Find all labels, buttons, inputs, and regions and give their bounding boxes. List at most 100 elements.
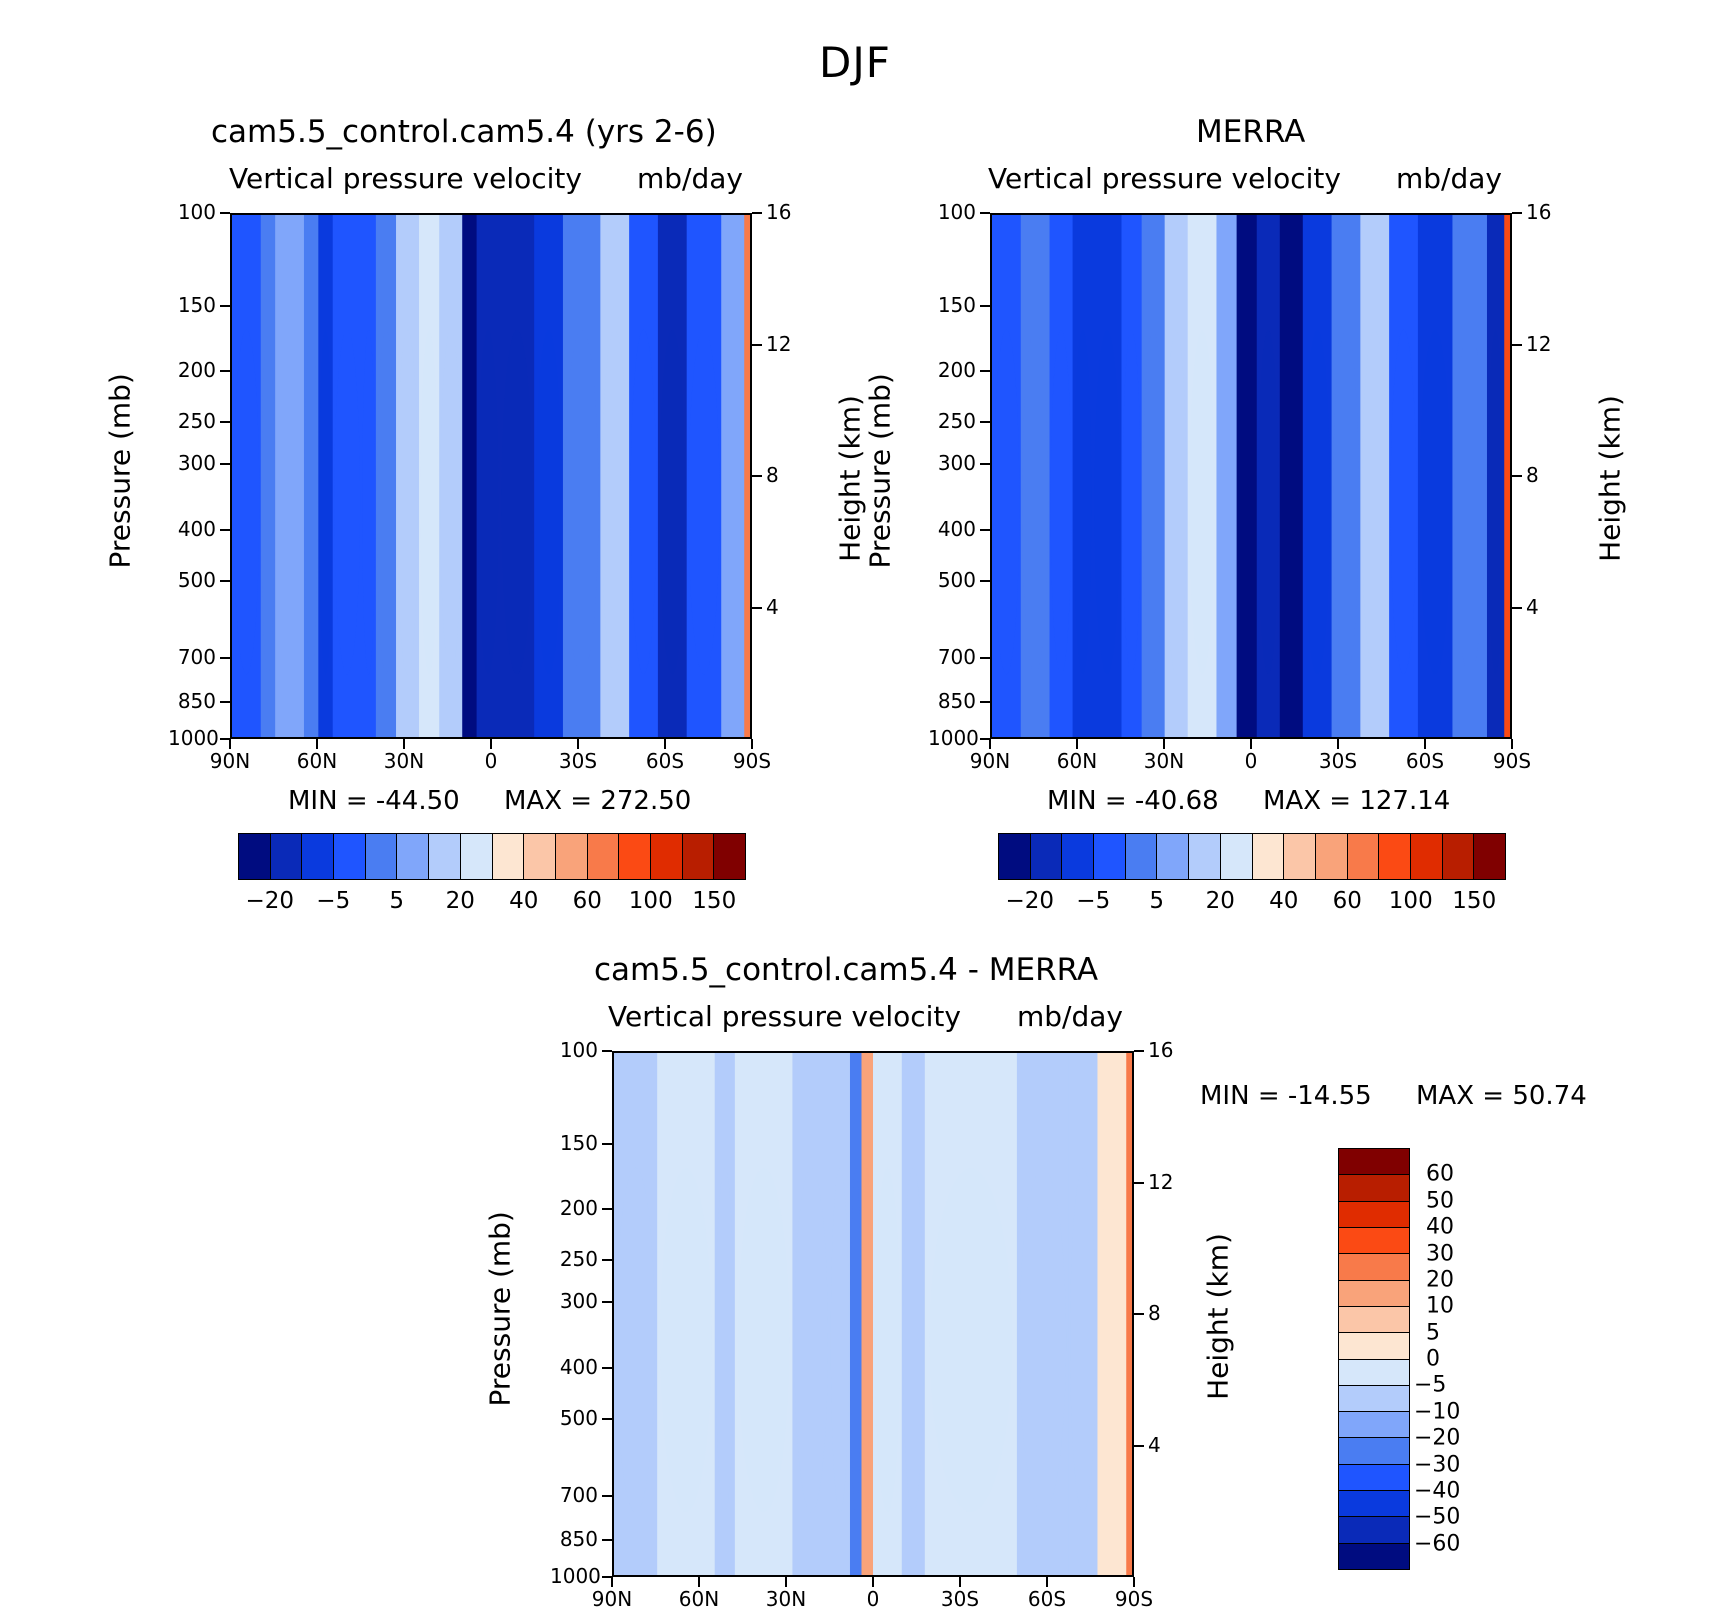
y-tick-mark bbox=[602, 1208, 612, 1211]
y-tick-label: 150 bbox=[559, 1130, 598, 1155]
heatmap-plot bbox=[612, 1051, 1134, 1577]
x-tick-label: 90N bbox=[591, 1587, 633, 1611]
colorbar-swatch bbox=[682, 834, 715, 879]
contour-core bbox=[304, 329, 318, 675]
panel-subtitle-variable: Vertical pressure velocity bbox=[229, 162, 582, 195]
contour-core bbox=[334, 329, 361, 675]
colorbar-swatch bbox=[1379, 834, 1411, 879]
y-tick-label: 100 bbox=[937, 200, 976, 224]
y-tick-label: 1000 bbox=[550, 1564, 601, 1588]
contour-core bbox=[1094, 329, 1121, 675]
colorbar bbox=[998, 833, 1506, 880]
colorbar-swatch bbox=[1062, 834, 1095, 879]
x-tick-label: 0 bbox=[484, 749, 498, 773]
x-tick-mark bbox=[989, 739, 991, 749]
contour-core bbox=[630, 329, 657, 675]
x-tick-mark bbox=[872, 1577, 874, 1587]
y-tick-label: 400 bbox=[937, 516, 976, 541]
y-tick-mark bbox=[220, 528, 230, 531]
panel-title: cam5.5_control.cam5.4 - MERRA bbox=[594, 952, 1099, 988]
y-tick-label: 700 bbox=[559, 1482, 598, 1507]
x-tick-label: 90N bbox=[209, 749, 251, 773]
contour-core bbox=[715, 1167, 734, 1513]
heatmap-svg bbox=[232, 215, 750, 737]
y-tick-label: 250 bbox=[177, 409, 216, 434]
colorbar-label: 20 bbox=[445, 888, 475, 914]
x-tick-mark bbox=[751, 739, 753, 749]
y2-tick-label: 8 bbox=[1526, 463, 1539, 488]
colorbar-swatch bbox=[239, 834, 271, 879]
colorbar-swatch bbox=[524, 834, 556, 879]
y-tick-label: 850 bbox=[177, 688, 216, 713]
contour-core bbox=[830, 1167, 849, 1513]
colorbar-label: 50 bbox=[1426, 1188, 1454, 1214]
y-tick-label: 850 bbox=[937, 688, 976, 713]
colorbar-label: −30 bbox=[1414, 1452, 1461, 1477]
y2-tick-label: 16 bbox=[1148, 1038, 1174, 1063]
y-tick-label: 500 bbox=[937, 567, 976, 592]
y2-tick-mark bbox=[752, 606, 762, 609]
colorbar-swatch bbox=[270, 834, 303, 879]
colorbar-label: 100 bbox=[628, 888, 673, 914]
y-tick-mark bbox=[220, 656, 230, 659]
y-axis-label: Pressure (mb) bbox=[483, 1211, 517, 1407]
colorbar-label: 10 bbox=[1426, 1293, 1454, 1319]
y-tick-mark bbox=[980, 421, 990, 424]
x-tick-mark bbox=[1337, 739, 1339, 749]
y2-tick-mark bbox=[1134, 1444, 1144, 1447]
panel-subtitle-units: mb/day bbox=[1017, 1000, 1123, 1033]
x-tick-label: 60S bbox=[1027, 1587, 1067, 1611]
x-tick-label: 60S bbox=[645, 749, 685, 773]
y-tick-mark bbox=[980, 700, 990, 703]
colorbar-label: 5 bbox=[1149, 888, 1165, 914]
colorbar-swatch bbox=[1339, 1517, 1409, 1544]
contour-core bbox=[688, 329, 720, 675]
colorbar-swatch bbox=[714, 834, 745, 879]
y2-tick-label: 12 bbox=[1148, 1169, 1174, 1194]
colorbar-swatch bbox=[1189, 834, 1221, 879]
colorbar-swatch bbox=[1315, 834, 1348, 879]
x-tick-mark bbox=[664, 739, 666, 749]
colorbar-swatch bbox=[1474, 834, 1505, 879]
contour-core bbox=[319, 329, 333, 675]
contour-core bbox=[1098, 1167, 1125, 1513]
contour-core bbox=[737, 1167, 790, 1513]
y2-axis-label: Height (km) bbox=[1201, 1233, 1235, 1400]
y2-tick-mark bbox=[1134, 1313, 1144, 1316]
x-tick-label: 60N bbox=[296, 749, 338, 773]
x-tick-label: 90N bbox=[969, 749, 1011, 773]
y-tick-label: 1000 bbox=[168, 726, 219, 750]
colorbar-label: 40 bbox=[509, 888, 539, 914]
y-tick-mark bbox=[602, 1300, 612, 1303]
y-tick-mark bbox=[980, 462, 990, 465]
panel-title: MERRA bbox=[1196, 114, 1306, 150]
y2-tick-mark bbox=[1134, 1181, 1144, 1184]
y-tick-mark bbox=[980, 370, 990, 373]
x-tick-mark bbox=[1424, 739, 1426, 749]
colorbar-swatch bbox=[1339, 1333, 1409, 1360]
contour-core bbox=[1165, 329, 1187, 675]
y2-tick-mark bbox=[752, 212, 762, 215]
contour-core bbox=[744, 329, 750, 675]
y-tick-label: 250 bbox=[937, 409, 976, 434]
colorbar-label: 5 bbox=[1426, 1320, 1440, 1346]
x-tick-label: 30N bbox=[383, 749, 425, 773]
x-tick-label: 30S bbox=[558, 749, 598, 773]
colorbar-label: 30 bbox=[1426, 1241, 1454, 1266]
contour-core bbox=[420, 329, 439, 675]
y-tick-label: 500 bbox=[177, 567, 216, 592]
colorbar-swatch bbox=[1220, 834, 1253, 879]
contour-core bbox=[929, 1167, 1013, 1513]
contour-core bbox=[616, 1167, 656, 1513]
contour-core bbox=[874, 1167, 901, 1513]
y-tick-label: 200 bbox=[177, 358, 216, 383]
min-value: MIN = -14.55 bbox=[1200, 1081, 1372, 1111]
y2-tick-label: 12 bbox=[1526, 331, 1552, 356]
colorbar-swatch bbox=[334, 834, 366, 879]
y2-axis-label: Height (km) bbox=[833, 395, 867, 562]
colorbar-label: 0 bbox=[1426, 1346, 1440, 1372]
y-tick-label: 400 bbox=[559, 1354, 598, 1379]
y-tick-mark bbox=[220, 304, 230, 307]
contour-core bbox=[1333, 329, 1359, 675]
x-tick-label: 30N bbox=[1143, 749, 1185, 773]
